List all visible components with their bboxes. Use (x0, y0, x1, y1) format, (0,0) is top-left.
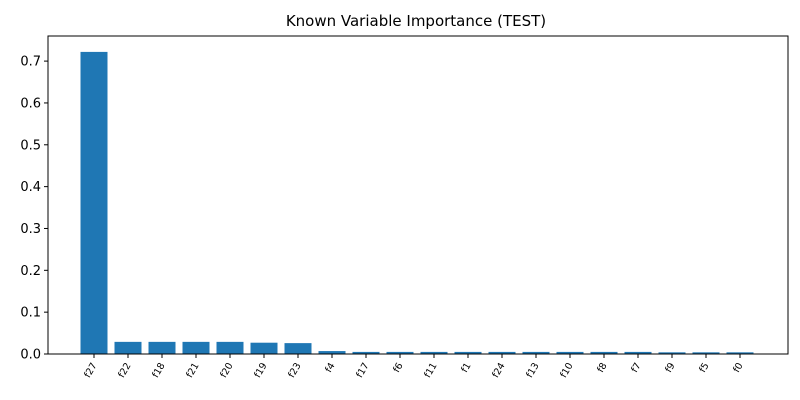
bars-group (80, 51, 754, 355)
x-tick-label: f21 (184, 361, 201, 380)
x-tick-label: f18 (150, 361, 167, 380)
x-tick-label: f20 (218, 361, 235, 380)
x-tick-label: f24 (490, 361, 507, 380)
x-tick-label: f11 (422, 361, 439, 380)
x-tick-label: f1 (459, 361, 473, 375)
bar-f24 (488, 351, 516, 354)
y-tick-label: 0.4 (20, 180, 41, 195)
bar-f21 (182, 341, 210, 354)
bar-f9 (658, 352, 686, 354)
x-axis: f27 f22 f18 f21 f20 f19 f23 f4 f17 f6 f11 f1 f24 f13 f… (82, 354, 746, 380)
x-tick-label: f9 (663, 361, 677, 375)
x-tick-label: f17 (354, 361, 371, 380)
x-tick-label: f4 (323, 361, 337, 375)
bar-f1 (454, 351, 482, 354)
y-axis: 0.0 0.1 0.2 0.3 0.4 0.5 0.6 0.7 (20, 55, 48, 363)
x-tick-label: f27 (82, 361, 99, 380)
bar-f5 (692, 352, 720, 354)
x-tick-label: f23 (286, 361, 303, 380)
y-tick-label: 0.6 (20, 96, 41, 111)
bar-f18 (148, 341, 176, 354)
x-tick-label: f19 (252, 361, 269, 380)
y-tick-label: 0.3 (20, 222, 41, 237)
bar-f7 (624, 351, 652, 354)
x-tick-label: f8 (595, 361, 609, 375)
y-tick-label: 0.5 (20, 138, 41, 153)
y-tick-label: 0.1 (20, 306, 41, 321)
bar-f19 (250, 342, 278, 354)
x-tick-label: f6 (391, 361, 405, 375)
x-tick-label: f5 (697, 361, 711, 375)
y-tick-label: 0.0 (20, 348, 41, 363)
bar-f8 (590, 351, 618, 354)
bar-f0 (726, 352, 754, 354)
bar-f23 (284, 343, 312, 354)
bar-f4 (318, 351, 346, 354)
bar-f22 (114, 341, 142, 354)
bar-f10 (556, 351, 584, 354)
bar-f20 (216, 341, 244, 354)
y-tick-label: 0.2 (20, 264, 41, 279)
x-tick-label: f7 (629, 361, 643, 375)
chart-title: Known Variable Importance (TEST) (286, 12, 546, 30)
x-tick-label: f13 (524, 361, 541, 380)
y-tick-label: 0.7 (20, 55, 41, 70)
x-tick-label: f22 (116, 361, 133, 380)
plot-area-frame (47, 35, 789, 355)
bar-f6 (386, 351, 414, 354)
x-tick-label: f0 (731, 361, 745, 375)
bar-f27 (80, 51, 108, 355)
bar-f17 (352, 351, 380, 354)
bar-f13 (522, 351, 550, 354)
bar-f11 (420, 351, 448, 354)
x-tick-label: f10 (558, 361, 575, 380)
